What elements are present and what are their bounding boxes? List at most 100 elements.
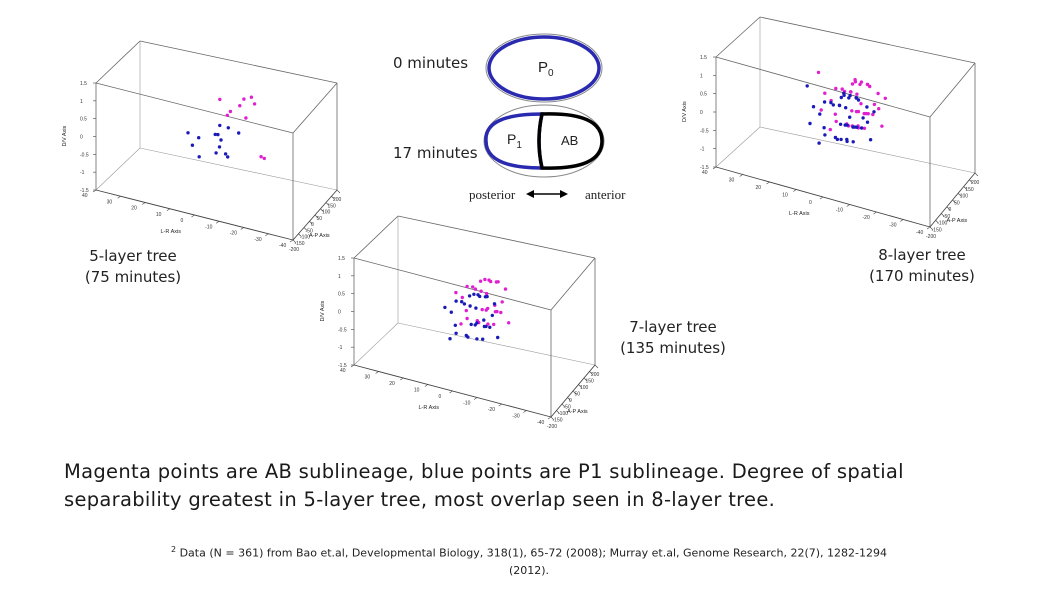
p1-point xyxy=(818,112,822,116)
ab-point xyxy=(872,102,877,107)
y-tick-mark xyxy=(424,384,429,387)
ab-point xyxy=(454,290,458,295)
p1-point xyxy=(851,140,855,144)
ab-point xyxy=(819,108,823,112)
z-axis-label: D/V Axis xyxy=(320,300,326,321)
ab-point xyxy=(834,119,838,124)
p1-point xyxy=(868,138,873,142)
axis-arrow-left-head xyxy=(526,190,534,198)
two-cell-outer xyxy=(483,104,605,178)
ab-label: AB xyxy=(561,133,578,148)
ab-point xyxy=(883,96,887,100)
p1-point xyxy=(454,299,458,303)
p1-point xyxy=(474,306,478,310)
y-axis-label: L-R Axis xyxy=(419,405,440,411)
x-tick-label: -150 xyxy=(932,227,942,233)
y-tick-label: -10 xyxy=(836,208,843,214)
y-tick-label: -40 xyxy=(279,243,286,249)
x-tick-mark xyxy=(567,397,571,401)
z-tick-label: 0.5 xyxy=(80,117,87,123)
x-tick-label: -200 xyxy=(547,424,557,430)
p1-point xyxy=(822,126,826,130)
ab-point xyxy=(850,109,854,113)
ab-point xyxy=(840,87,844,91)
z-axis-label: D/V Axis xyxy=(62,125,68,146)
footnote-marker: 2 xyxy=(171,545,177,554)
x-tick-label: 200 xyxy=(333,197,342,203)
box-edge xyxy=(715,16,761,58)
p1-point xyxy=(197,155,201,159)
main-line-1: Magenta points are AB sublineage, blue p… xyxy=(64,460,904,483)
x-tick-mark xyxy=(561,403,566,408)
y-tick-label: -30 xyxy=(254,237,261,243)
y-tick-label: -20 xyxy=(863,215,870,221)
p1-point xyxy=(823,133,827,137)
x-tick-mark xyxy=(303,227,308,231)
ab-point xyxy=(238,104,242,108)
x-tick-mark xyxy=(952,199,956,204)
y-tick-mark xyxy=(473,397,478,400)
ab-point xyxy=(816,70,821,75)
z-tick-label: -0.5 xyxy=(700,128,709,134)
footnote: 2 Data (N = 361) from Bao et.al, Develop… xyxy=(84,541,974,579)
y-tick-mark xyxy=(400,377,404,381)
p1-point xyxy=(808,121,812,126)
box-edge xyxy=(95,147,141,191)
p1-point xyxy=(805,84,809,88)
p1-point xyxy=(822,100,827,104)
x-tick-mark xyxy=(974,172,979,177)
p1-point xyxy=(831,103,835,107)
ab-point xyxy=(862,111,866,116)
p1-point xyxy=(443,305,447,310)
y-tick-label: 30 xyxy=(107,199,113,205)
y-tick-mark xyxy=(265,233,269,236)
z-tick-label: -1 xyxy=(700,147,705,153)
x-tick-mark xyxy=(325,202,330,206)
ab-point xyxy=(478,279,483,283)
ab-point xyxy=(859,102,863,106)
ab-point xyxy=(848,90,853,94)
p1-point xyxy=(848,93,852,98)
ab-point xyxy=(479,289,483,293)
ab-point xyxy=(862,126,867,130)
ab-point xyxy=(823,91,827,95)
z-tick-label: -1 xyxy=(80,170,85,176)
p0-cell-outer xyxy=(485,33,603,103)
p1-point xyxy=(214,151,218,155)
box-edge xyxy=(550,257,596,311)
ab-point xyxy=(486,322,490,326)
ab-point xyxy=(494,280,499,284)
x-tick-mark xyxy=(578,384,582,388)
x-axis-label: A-P Axis xyxy=(309,233,330,239)
plot-5-name: 5-layer tree xyxy=(89,247,177,265)
x-tick-label: -50 xyxy=(943,214,950,220)
p1-point xyxy=(473,323,477,327)
x-tick-mark xyxy=(556,410,560,414)
time-0-label: 0 minutes xyxy=(393,54,469,72)
x-tick-mark xyxy=(941,213,945,217)
y-tick-mark xyxy=(375,371,379,374)
p1-point xyxy=(851,125,855,129)
y-tick-label: -40 xyxy=(916,230,923,236)
x-tick-mark xyxy=(957,193,962,197)
z-tick-label: -1 xyxy=(338,345,343,351)
y-tick-label: -10 xyxy=(463,401,470,407)
z-tick-label: -1.5 xyxy=(80,188,89,194)
x-tick-label: 50 xyxy=(317,216,323,222)
y-tick-mark xyxy=(523,410,527,413)
x-tick-mark xyxy=(309,221,313,225)
ab-point xyxy=(459,322,463,326)
anterior-label: anterior xyxy=(585,187,626,202)
ab-point xyxy=(859,80,864,84)
plot-8-name: 8-layer tree xyxy=(878,246,966,264)
p1-point xyxy=(854,96,858,100)
x-tick-label: 0 xyxy=(569,398,572,404)
plot-8-layer-tree: -200-150-100-50050100150200-40-30-20-100… xyxy=(682,16,980,240)
p1-point xyxy=(490,313,494,318)
y-tick-label: 10 xyxy=(156,212,162,218)
box-edge xyxy=(139,40,338,84)
z-tick-label: 1.5 xyxy=(338,256,345,262)
p1-point xyxy=(472,292,476,296)
x-tick-mark xyxy=(550,416,555,421)
ab-point xyxy=(484,291,489,296)
